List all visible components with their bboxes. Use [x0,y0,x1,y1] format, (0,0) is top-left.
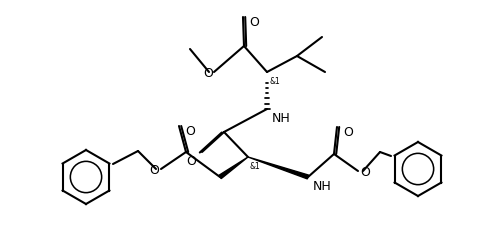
Text: O: O [203,66,213,79]
Text: NH: NH [272,112,291,124]
Text: O: O [185,124,195,137]
Text: O: O [360,166,370,179]
Text: &1: &1 [250,161,261,170]
Text: &1: &1 [270,77,281,86]
Text: O: O [186,154,196,167]
Text: O: O [149,163,159,176]
Text: NH: NH [313,179,332,192]
Text: O: O [249,16,259,29]
Polygon shape [219,158,248,179]
Polygon shape [248,158,309,179]
Text: O: O [343,125,353,138]
